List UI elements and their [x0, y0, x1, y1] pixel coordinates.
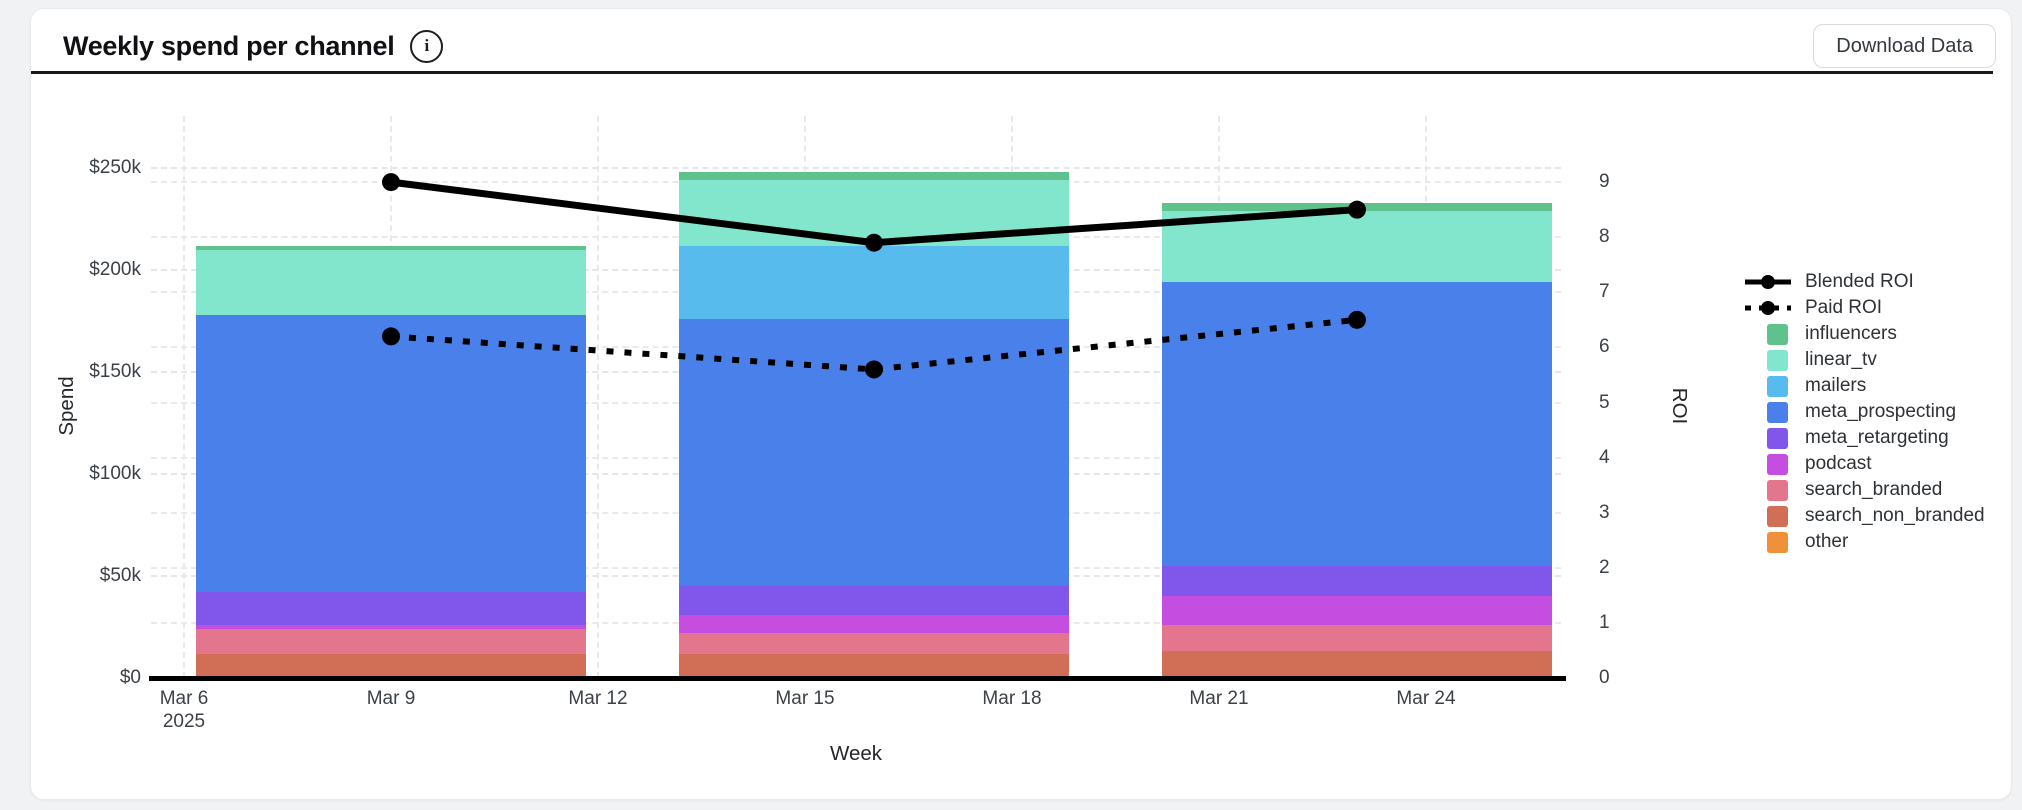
x-axis-tick: Mar 12 [568, 688, 628, 709]
linear_tv-legend-icon [1743, 349, 1793, 371]
download-data-button[interactable]: Download Data [1813, 24, 1996, 68]
chart-card: Weekly spend per channel i Download Data… [30, 8, 2012, 800]
bar-segment-mailers [679, 245, 1069, 319]
bar-segment-search_non_branded [1162, 651, 1552, 678]
y-axis-right-tick: 9 [1599, 171, 1610, 193]
legend-item-paid-roi: Paid ROI [1743, 297, 1985, 318]
y-axis-right-tick: 0 [1599, 667, 1610, 688]
x-axis-tick: Mar 15 [775, 688, 835, 709]
card-header: Weekly spend per channel i Download Data [31, 9, 2011, 71]
roi-lines-layer [382, 173, 1366, 379]
mailers-legend-icon [1743, 375, 1793, 397]
blended-roi-legend-icon [1743, 272, 1793, 292]
bar-segment-podcast [679, 614, 1069, 634]
blended-roi-marker [382, 173, 400, 192]
paid-roi-marker [382, 327, 400, 346]
bar-segment-linear_tv [1162, 210, 1552, 283]
legend-item-meta_prospecting: meta_prospecting [1743, 401, 1985, 423]
y-axis-right-tick: 1 [1599, 611, 1610, 633]
legend-item-linear_tv: linear_tv [1743, 349, 1985, 371]
y-axis-right-tick: 3 [1599, 501, 1610, 523]
y-axis-right-tick: 7 [1599, 281, 1610, 303]
info-icon[interactable]: i [410, 29, 444, 63]
legend-item-other: other [1743, 531, 1985, 553]
bar-segment-influencers [196, 245, 586, 250]
bar-segment-meta_prospecting [196, 314, 586, 593]
legend-item-blended-roi: Blended ROI [1743, 271, 1985, 292]
influencers-legend-icon [1743, 323, 1793, 345]
legend-item-mailers: mailers [1743, 375, 1985, 397]
search_non_branded-legend-icon [1743, 505, 1793, 527]
spend-gridline [151, 167, 1561, 169]
y-axis-right-tick: 4 [1599, 446, 1610, 468]
search_branded-legend-icon [1743, 479, 1793, 501]
blended-roi-line [390, 178, 1358, 247]
x-gridline [183, 116, 185, 678]
x-axis-tick: Mar 24 [1396, 688, 1456, 709]
x-axis-tick: Mar 6 2025 [159, 688, 209, 732]
bar-segment-podcast [1162, 596, 1552, 625]
x-axis-line [149, 676, 1566, 681]
bar-segment-meta_retargeting [1162, 565, 1552, 597]
y-axis-right-tick: 2 [1599, 556, 1610, 578]
y-axis-right-title: ROI [1668, 387, 1691, 425]
bar-segment-search_branded [196, 629, 586, 654]
legend-item-influencers: influencers [1743, 323, 1985, 345]
x-axis-tick: Mar 21 [1189, 688, 1249, 709]
bar-segment-meta_prospecting [1162, 282, 1552, 566]
meta_retargeting-legend-icon [1743, 427, 1793, 449]
y-axis-left-tick: $250k [89, 157, 141, 178]
bar-segment-influencers [679, 172, 1069, 181]
x-axis-tick: Mar 9 [366, 688, 416, 709]
y-axis-left-tick: $50k [99, 565, 141, 586]
bar-segment-linear_tv [196, 249, 586, 315]
bar-segment-search_branded [679, 633, 1069, 654]
x-axis-title: Week [829, 742, 883, 765]
paid-roi-marker [1348, 310, 1366, 329]
meta_prospecting-legend-icon [1743, 401, 1793, 423]
legend-item-search_non_branded: search_non_branded [1743, 505, 1985, 527]
y-axis-left-tick: $150k [89, 361, 141, 382]
x-axis-tick: Mar 18 [982, 688, 1042, 709]
y-axis-right-tick: 5 [1599, 391, 1610, 413]
y-axis-right-tick: 8 [1599, 226, 1610, 248]
bar-segment-search_non_branded [196, 653, 586, 678]
y-axis-left-tick: $100k [89, 463, 141, 484]
y-axis-right-tick: 6 [1599, 336, 1610, 358]
bar-segment-search_non_branded [679, 653, 1069, 678]
podcast-legend-icon [1743, 453, 1793, 475]
bar-segment-meta_retargeting [679, 586, 1069, 615]
page-title: Weekly spend per channel [63, 30, 395, 61]
legend-item-podcast: podcast [1743, 453, 1985, 475]
bar-segment-podcast [196, 624, 586, 630]
blended-roi-marker [865, 233, 883, 252]
legend-item-meta_retargeting: meta_retargeting [1743, 427, 1985, 449]
y-axis-left-tick: $200k [89, 259, 141, 280]
chart: Spend ROI Week $0 $50k $100k $150k $200k $250… [31, 74, 2011, 799]
other-legend-icon [1743, 531, 1793, 553]
legend-item-search_branded: search_branded [1743, 479, 1985, 501]
blended-roi-marker [1348, 200, 1366, 219]
paid-roi-marker [865, 360, 883, 379]
bar-segment-meta_retargeting [196, 592, 586, 625]
bar-segment-search_branded [1162, 624, 1552, 652]
y-axis-left-tick: $0 [119, 667, 141, 688]
x-gridline [597, 116, 599, 678]
header-divider [31, 71, 1993, 74]
paid-roi-legend-icon [1743, 298, 1793, 318]
